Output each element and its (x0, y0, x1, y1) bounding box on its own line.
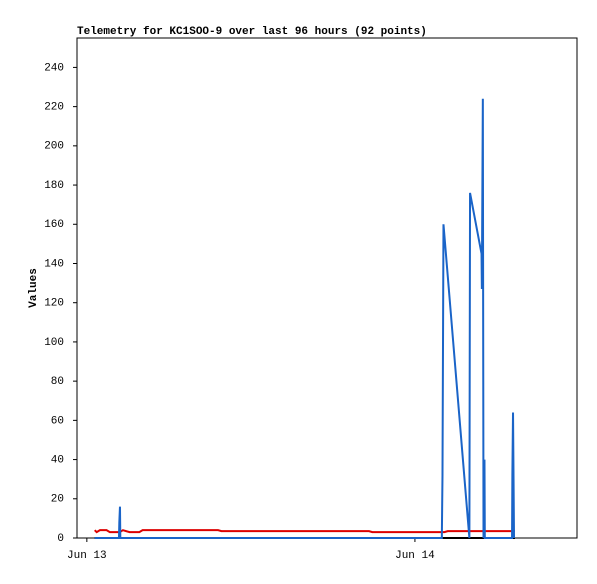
y-axis-label: Values (28, 268, 40, 308)
y-tick-label: 120 (44, 298, 64, 310)
y-tick-label: 160 (44, 219, 64, 231)
y-tick-label: 60 (51, 415, 64, 427)
y-tick-label: 240 (44, 62, 64, 74)
y-tick-label: 140 (44, 258, 64, 270)
y-tick-label: 100 (44, 337, 64, 349)
x-tick-label: Jun 14 (395, 550, 435, 562)
y-tick-label: 180 (44, 180, 64, 192)
y-tick-label: 220 (44, 102, 64, 114)
y-tick-label: 40 (51, 454, 64, 466)
y-tick-label: 200 (44, 141, 64, 153)
y-tick-label: 0 (57, 533, 64, 545)
chart-title: Telemetry for KC1SOO-9 over last 96 hour… (77, 26, 427, 38)
y-tick-label: 20 (51, 494, 64, 506)
x-tick-label: Jun 13 (67, 550, 107, 562)
y-tick-label: 80 (51, 376, 64, 388)
series-line (94, 98, 516, 539)
series-line (94, 529, 515, 534)
